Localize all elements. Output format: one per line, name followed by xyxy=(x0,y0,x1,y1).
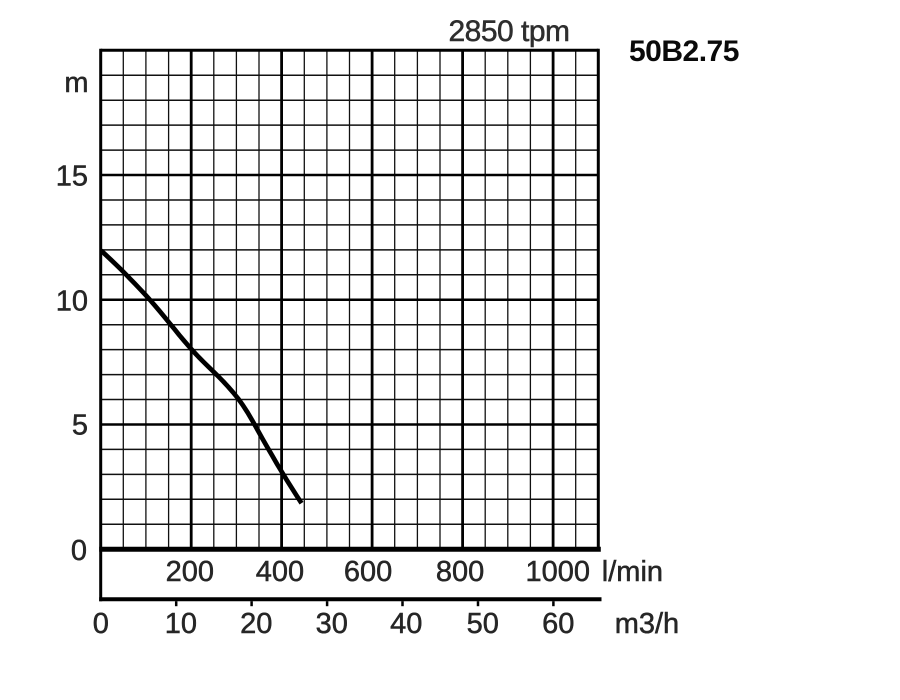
svg-text:30: 30 xyxy=(316,608,348,640)
svg-text:0: 0 xyxy=(93,608,109,640)
svg-text:40: 40 xyxy=(390,608,422,640)
svg-text:10: 10 xyxy=(56,286,88,318)
svg-text:15: 15 xyxy=(56,161,88,193)
svg-text:5: 5 xyxy=(72,410,88,442)
svg-text:60: 60 xyxy=(542,608,574,640)
svg-text:400: 400 xyxy=(256,556,304,588)
svg-text:0: 0 xyxy=(71,535,87,567)
svg-text:m3/h: m3/h xyxy=(615,608,679,640)
svg-text:m: m xyxy=(64,67,88,99)
svg-text:50B2.75: 50B2.75 xyxy=(629,35,739,68)
svg-text:50: 50 xyxy=(467,608,499,640)
svg-text:10: 10 xyxy=(165,608,197,640)
svg-text:800: 800 xyxy=(436,556,484,588)
svg-text:20: 20 xyxy=(240,608,272,640)
svg-text:2850 tpm: 2850 tpm xyxy=(448,15,569,48)
svg-text:200: 200 xyxy=(166,556,214,588)
svg-text:1000: 1000 xyxy=(526,556,591,588)
svg-text:l/min: l/min xyxy=(602,556,663,588)
svg-text:600: 600 xyxy=(344,556,392,588)
